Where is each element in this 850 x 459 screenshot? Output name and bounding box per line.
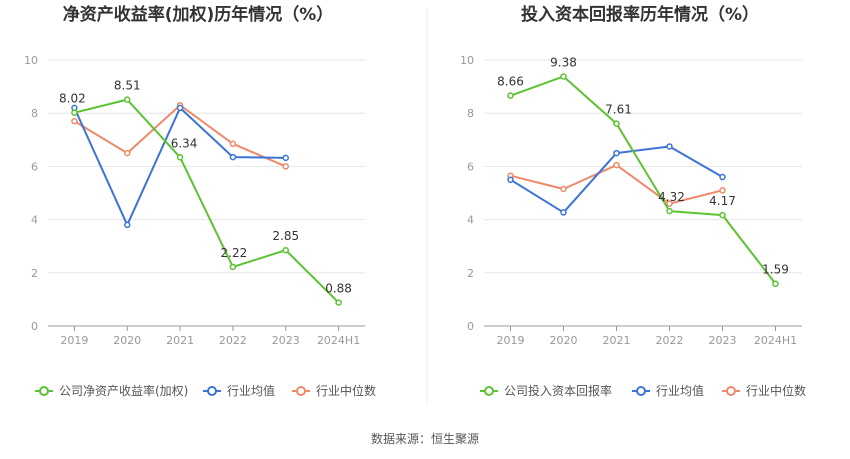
roe-data-point-median [229,140,237,148]
roe-chart-panel: 净资产收益率(加权)历年情况（%） 0 2 4 6 8 10 2019 2020 2021 202… [24,4,376,398]
roe-data-label: 0.88 [325,282,352,296]
roic-data-point-median [666,200,673,207]
roe-data-label: 2.22 [221,246,248,260]
roe-x-tick-label: 2022 [219,334,247,347]
roic-data-point-avg [666,143,673,150]
roe-data-label: 8.02 [59,92,86,106]
legend-marker-icon [636,386,646,396]
roe-legend-label: 行业均值 [227,383,275,398]
roe-data-point-avg [229,153,237,161]
roe-data-point-company [335,299,342,306]
roe-data-point-company [176,154,184,161]
roe-data-label: 6.34 [171,136,198,150]
legend-marker-icon [39,386,49,396]
roe-data-point-company [229,263,237,271]
roe-data-point-company [282,246,289,254]
roic-data-point-company [613,120,620,127]
roe-data-point-company [71,109,78,116]
roic-legend-label: 公司投入资本回报率 [504,383,612,398]
roic-x-tick-label: 2024H1 [754,334,797,347]
roic-legend-item-company[interactable]: 公司投入资本回报率 [480,383,612,398]
roe-y-tick-label: 0 [31,320,38,333]
roe-x-tick-label: 2024H1 [317,334,360,347]
roe-legend-label: 行业中位数 [316,383,376,398]
roic-data-label: 7.61 [605,103,632,117]
roe-data-point-company [124,96,131,103]
roic-data-point-company [719,211,726,219]
roe-data-point-avg [176,104,184,112]
roe-y-tick-label: 4 [31,214,38,227]
roe-x-tick-label: 2021 [166,334,194,347]
roe-legend-label: 公司净资产收益率(加权) [59,383,188,398]
roic-series-line-company [510,75,777,285]
roic-y-tick-label: 8 [467,107,474,120]
roe-data-label: 8.51 [114,79,141,93]
roe-data-point-median [124,149,131,157]
roe-chart-title: 净资产收益率(加权)历年情况（%） [63,4,334,25]
roic-series-line-median [510,164,723,205]
roic-data-label: 1.59 [762,263,789,277]
roe-y-tick-label: 8 [31,107,38,120]
roic-legend-item-avg[interactable]: 行业均值 [632,383,704,398]
roic-y-tick-label: 4 [467,214,474,227]
roic-data-label: 9.38 [550,55,577,69]
roic-legend-label: 行业中位数 [746,383,806,398]
legend-marker-icon [726,386,736,396]
roic-y-tick-label: 10 [460,54,474,67]
roic-data-point-median [613,161,620,169]
legend-marker-icon [296,386,306,396]
roic-data-point-company [666,207,673,215]
roe-y-tick-label: 6 [31,160,38,173]
roic-data-point-avg [560,209,567,216]
roe-data-point-avg [124,221,131,229]
roic-x-tick-label: 2020 [550,334,578,347]
roic-y-tick-label: 0 [467,320,474,333]
roe-x-tick-label: 2023 [272,334,300,347]
roic-data-point-avg [719,173,726,181]
roic-data-label: 4.32 [658,190,685,204]
roe-data-point-avg [282,154,289,162]
roic-x-tick-label: 2023 [709,334,737,347]
roe-legend-item-median[interactable]: 行业中位数 [292,383,376,398]
roe-data-label: 2.85 [272,229,299,243]
roic-data-label: 4.17 [709,194,736,208]
roic-data-point-company [560,73,567,80]
legend-marker-icon [484,386,494,396]
roe-series-line-company [74,98,340,304]
roic-data-point-company [772,280,779,287]
roic-data-point-median [560,185,567,193]
roe-x-tick-label: 2020 [113,334,141,347]
roic-legend-item-median[interactable]: 行业中位数 [722,383,806,398]
roe-y-tick-label: 2 [31,267,38,280]
roic-y-tick-label: 6 [467,160,474,173]
roic-x-tick-label: 2022 [656,334,684,347]
roic-x-tick-label: 2019 [497,334,525,347]
roe-legend-item-company[interactable]: 公司净资产收益率(加权) [35,383,188,398]
roe-data-point-median [282,163,289,170]
roic-x-tick-label: 2021 [603,334,631,347]
roic-data-point-avg [507,176,514,183]
roic-y-tick-label: 2 [467,267,474,280]
roic-data-point-avg [613,149,620,157]
roe-legend-item-avg[interactable]: 行业均值 [203,383,275,398]
legend-marker-icon [207,386,217,396]
roic-data-label: 8.66 [497,75,524,89]
data-source-label: 数据来源：恒生聚源 [371,431,479,446]
roe-x-tick-label: 2019 [60,334,88,347]
roe-y-tick-label: 10 [24,54,38,67]
roic-data-point-company [507,92,514,99]
roic-data-point-median [719,187,726,194]
roic-chart-panel: 投入资本回报率历年情况（%） 0 2 4 6 8 10 2019 2020 2021 2022 20… [460,4,806,398]
roe-data-point-median [71,117,78,125]
roic-chart-title: 投入资本回报率历年情况（%） [521,4,759,25]
roic-legend-label: 行业均值 [656,383,704,398]
